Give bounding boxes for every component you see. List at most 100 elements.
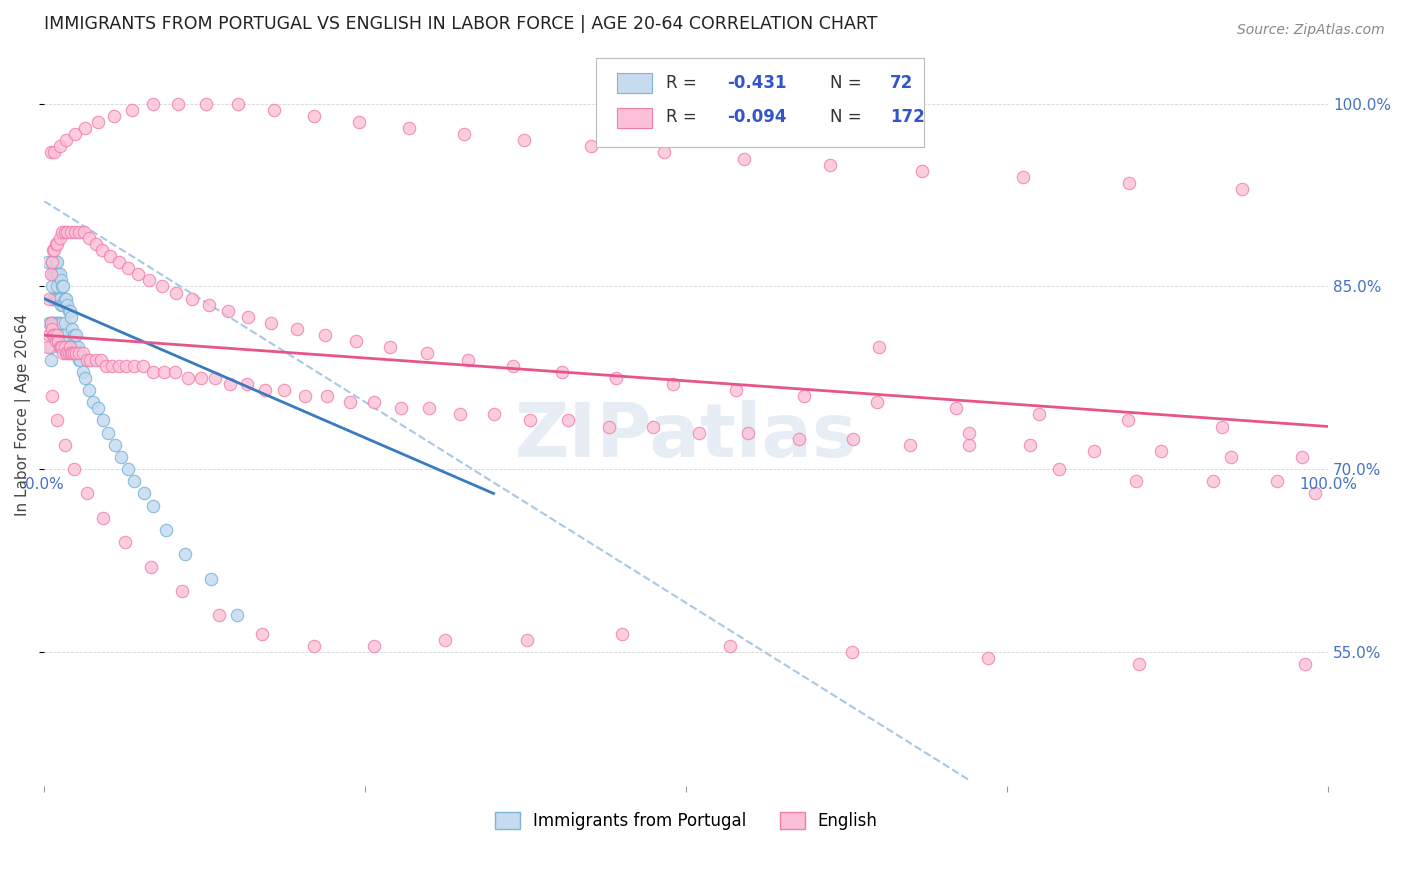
Point [97, 425, 120, 440]
Text: 0.0%: 0.0% [25, 477, 63, 492]
Point [217, 303, 239, 318]
Point [114, 535, 136, 549]
Text: -0.431: -0.431 [727, 74, 787, 92]
Point [254, 383, 277, 397]
Point [389, 401, 412, 416]
Point [294, 389, 316, 403]
Point [1118, 176, 1140, 190]
Point [449, 408, 471, 422]
Point [101, 359, 124, 373]
Point [134, 486, 156, 500]
Point [46, 255, 69, 269]
Point [363, 395, 385, 409]
Point [598, 419, 620, 434]
Point [39, 316, 62, 330]
Point [641, 419, 664, 434]
Point [48, 340, 70, 354]
Point [122, 359, 145, 373]
Point [208, 608, 231, 623]
Point [818, 158, 841, 172]
Point [42, 267, 65, 281]
Point [180, 292, 202, 306]
Point [66, 340, 89, 354]
Point [1150, 443, 1173, 458]
Point [957, 425, 980, 440]
Point [197, 298, 219, 312]
Point [103, 109, 125, 123]
Point [260, 316, 283, 330]
Point [55, 346, 77, 360]
Point [1230, 182, 1253, 196]
Point [519, 413, 541, 427]
Point [550, 365, 572, 379]
Point [725, 383, 748, 397]
Point [91, 413, 114, 427]
Point [41, 279, 63, 293]
Point [39, 267, 62, 281]
Point [793, 389, 815, 403]
Point [610, 626, 633, 640]
Point [73, 225, 96, 239]
Point [44, 328, 66, 343]
Point [39, 316, 62, 330]
Point [787, 432, 810, 446]
Text: 172: 172 [890, 108, 925, 126]
Point [56, 340, 79, 354]
Point [41, 328, 63, 343]
Point [1116, 413, 1139, 427]
Point [52, 298, 75, 312]
Point [219, 376, 242, 391]
Point [842, 432, 865, 446]
Legend: Immigrants from Portugal, English: Immigrants from Portugal, English [488, 805, 884, 837]
Point [165, 365, 187, 379]
Point [1291, 450, 1313, 464]
Point [363, 639, 385, 653]
Point [733, 152, 755, 166]
Text: ZIPatlas: ZIPatlas [515, 401, 858, 473]
Point [63, 225, 86, 239]
Point [76, 352, 98, 367]
Point [654, 145, 676, 160]
Point [55, 328, 77, 343]
Point [56, 298, 79, 312]
Point [200, 572, 222, 586]
Point [142, 499, 165, 513]
Point [53, 225, 76, 239]
Point [115, 359, 138, 373]
Point [117, 261, 139, 276]
Point [82, 395, 104, 409]
Y-axis label: In Labor Force | Age 20-64: In Labor Force | Age 20-64 [15, 313, 31, 516]
Point [84, 352, 107, 367]
Point [302, 109, 325, 123]
Point [45, 255, 67, 269]
Point [315, 389, 337, 403]
Point [59, 340, 82, 354]
Point [1125, 475, 1147, 489]
Point [945, 401, 967, 416]
Point [166, 96, 188, 111]
Point [868, 340, 890, 354]
Point [49, 340, 72, 354]
Point [63, 340, 86, 354]
Point [46, 292, 69, 306]
Point [75, 121, 97, 136]
Point [557, 413, 579, 427]
Text: R =: R = [665, 108, 702, 126]
Point [42, 243, 65, 257]
Point [46, 236, 69, 251]
Point [977, 651, 1000, 665]
Point [67, 225, 90, 239]
Point [58, 303, 80, 318]
Text: Source: ZipAtlas.com: Source: ZipAtlas.com [1237, 23, 1385, 37]
Point [62, 346, 84, 360]
Point [51, 316, 73, 330]
Point [46, 334, 69, 349]
Point [314, 328, 336, 343]
Point [1019, 438, 1042, 452]
Point [866, 395, 889, 409]
Point [841, 645, 863, 659]
Point [46, 267, 69, 281]
Point [898, 438, 921, 452]
Point [84, 236, 107, 251]
Point [170, 583, 193, 598]
